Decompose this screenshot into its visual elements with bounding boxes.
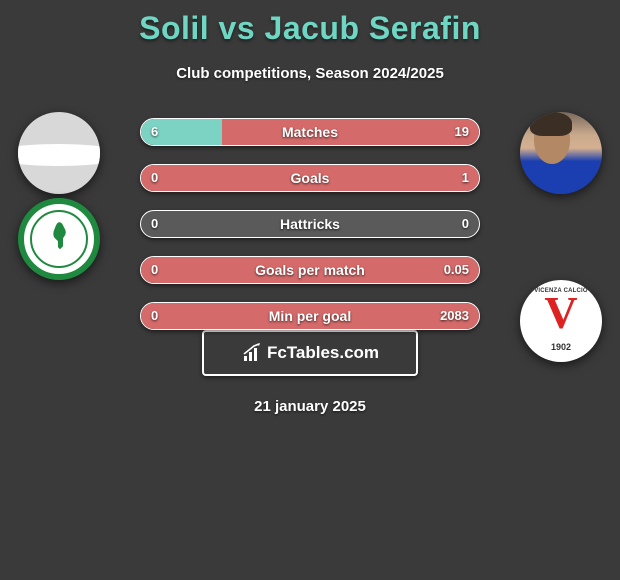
stat-row-min-per-goal: 0 Min per goal 2083 — [140, 302, 480, 330]
stat-label: Min per goal — [141, 303, 479, 329]
subtitle: Club competitions, Season 2024/2025 — [0, 65, 620, 82]
stat-label: Hattricks — [141, 211, 479, 237]
kangaroo-icon — [46, 220, 72, 254]
club-right-letter: V — [544, 292, 577, 333]
stat-right-value: 2083 — [440, 303, 469, 329]
club-right-year: 1902 — [520, 342, 602, 352]
stat-row-matches: 6 Matches 19 — [140, 118, 480, 146]
stat-right-value: 19 — [455, 119, 469, 145]
stat-right-value: 1 — [462, 165, 469, 191]
stats-list: 6 Matches 19 0 Goals 1 0 Hattricks 0 0 G… — [140, 118, 480, 348]
player-left-photo — [18, 112, 100, 194]
club-left-badge — [18, 198, 100, 280]
stat-row-goals: 0 Goals 1 — [140, 164, 480, 192]
stat-label: Goals — [141, 165, 479, 191]
stat-right-value: 0 — [462, 211, 469, 237]
stat-row-hattricks: 0 Hattricks 0 — [140, 210, 480, 238]
stat-label: Matches — [141, 119, 479, 145]
stat-row-goals-per-match: 0 Goals per match 0.05 — [140, 256, 480, 284]
date-text: 21 january 2025 — [0, 398, 620, 415]
player-right-photo — [520, 112, 602, 194]
stat-right-value: 0.05 — [444, 257, 469, 283]
stat-label: Goals per match — [141, 257, 479, 283]
club-right-badge: VICENZA CALCIO V 1902 — [520, 280, 602, 362]
page-title: Solil vs Jacub Serafin — [0, 0, 620, 47]
